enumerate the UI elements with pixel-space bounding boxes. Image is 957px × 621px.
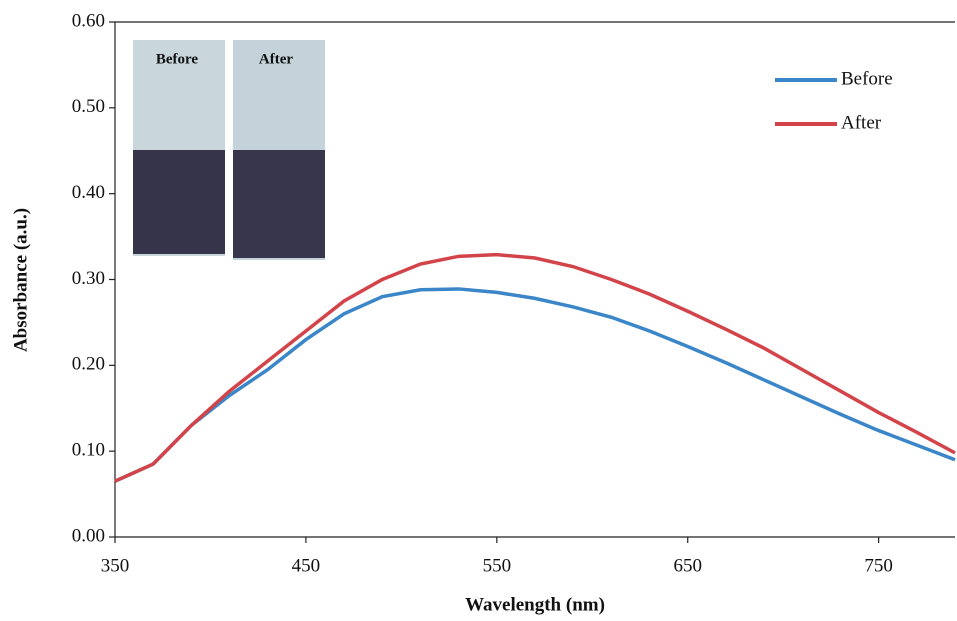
- x-tick-label: 450: [292, 555, 321, 576]
- y-tick-label: 0.30: [72, 268, 105, 289]
- y-tick-label: 0.60: [72, 10, 105, 31]
- inset-photo: [133, 40, 325, 260]
- line-series: [114, 287, 956, 483]
- inset-label: Before: [156, 51, 199, 67]
- x-axis-title: Wavelength (nm): [465, 594, 605, 615]
- y-tick-label: 0.40: [72, 182, 105, 203]
- x-tick-label: 350: [101, 555, 130, 576]
- x-tick-label: 550: [483, 555, 512, 576]
- legend-label: After: [841, 112, 882, 133]
- legend-label: Before: [841, 68, 893, 89]
- x-tick-label: 650: [673, 555, 702, 576]
- line-series: [114, 252, 956, 483]
- y-tick-label: 0.10: [72, 440, 105, 461]
- y-tick-label: 0.00: [72, 525, 105, 546]
- x-tick-label: 750: [864, 555, 893, 576]
- y-tick-label: 0.20: [72, 354, 105, 375]
- y-tick-label: 0.50: [72, 96, 105, 117]
- inset-label: After: [259, 51, 293, 67]
- y-axis-title: Absorbance (a.u.): [10, 208, 31, 352]
